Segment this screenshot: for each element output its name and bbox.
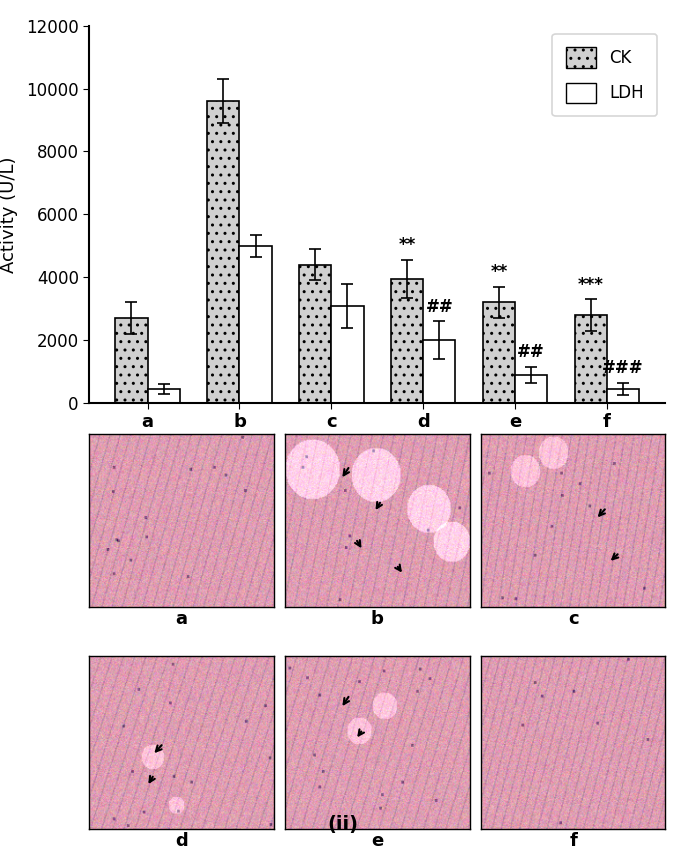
Bar [239, 245, 272, 403]
X-axis label: d: d [175, 832, 188, 850]
X-axis label: e: e [371, 832, 383, 850]
Bar [299, 265, 331, 403]
X-axis label: f: f [569, 832, 577, 850]
Text: (i): (i) [365, 456, 390, 475]
Y-axis label: Activity (U/L): Activity (U/L) [0, 156, 18, 273]
Bar [331, 305, 364, 403]
Text: ***: *** [578, 275, 604, 293]
Bar [575, 315, 607, 403]
X-axis label: b: b [371, 610, 383, 628]
X-axis label: c: c [568, 610, 578, 628]
Bar [147, 389, 180, 403]
Text: (ii): (ii) [327, 815, 359, 834]
Legend: CK, LDH: CK, LDH [552, 34, 657, 116]
Bar [391, 279, 423, 403]
Bar [207, 101, 239, 403]
X-axis label: a: a [176, 610, 187, 628]
Bar [423, 340, 456, 403]
Bar [515, 374, 547, 403]
Text: ###: ### [602, 359, 644, 377]
Text: ##: ## [425, 298, 453, 315]
Text: ##: ## [517, 343, 545, 361]
Text: **: ** [399, 236, 416, 254]
Bar [483, 303, 515, 403]
Bar [115, 318, 147, 403]
Bar [607, 389, 639, 403]
Text: **: ** [490, 263, 508, 281]
